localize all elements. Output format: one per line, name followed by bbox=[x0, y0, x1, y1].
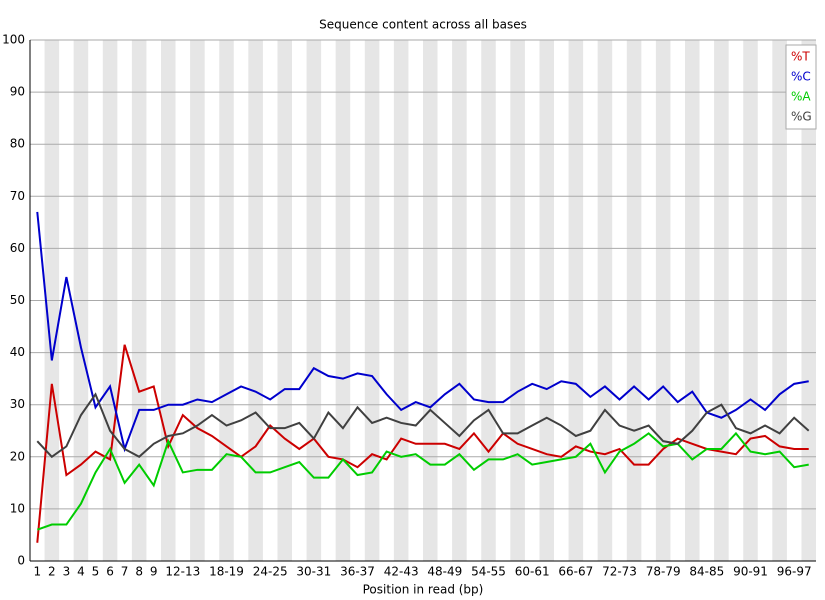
x-tick-label: 54-55 bbox=[471, 565, 506, 579]
y-tick-label: 0 bbox=[17, 554, 25, 568]
x-tick-label: 3 bbox=[63, 565, 71, 579]
x-axis-label: Position in read (bp) bbox=[363, 583, 484, 597]
series-line bbox=[36, 211, 809, 453]
legend-entry: %A bbox=[791, 90, 811, 104]
x-tick-label: 12-13 bbox=[165, 565, 200, 579]
x-tick-label: 1 bbox=[33, 565, 41, 579]
series-line bbox=[36, 431, 809, 531]
y-tick-label: 20 bbox=[10, 449, 25, 463]
legend-entry: %T bbox=[791, 50, 810, 64]
y-tick-label: 80 bbox=[10, 137, 25, 151]
x-tick-label: 72-73 bbox=[602, 565, 637, 579]
x-tick-label: 36-37 bbox=[340, 565, 375, 579]
x-tick-label: 42-43 bbox=[384, 565, 419, 579]
x-tick-label: 60-61 bbox=[515, 565, 550, 579]
x-tick-label: 9 bbox=[150, 565, 158, 579]
x-tick-label: 5 bbox=[92, 565, 100, 579]
x-tick-label: 18-19 bbox=[209, 565, 244, 579]
series-line bbox=[36, 392, 810, 459]
x-tick-label: 84-85 bbox=[689, 565, 724, 579]
y-tick-label: 10 bbox=[10, 501, 25, 515]
y-tick-label: 60 bbox=[10, 241, 25, 255]
x-tick-label: 48-49 bbox=[427, 565, 462, 579]
y-tick-label: 30 bbox=[10, 397, 25, 411]
x-tick-label: 2 bbox=[48, 565, 56, 579]
legend-entry: %G bbox=[791, 110, 812, 124]
x-tick-label: 24-25 bbox=[253, 565, 288, 579]
y-tick-label: 100 bbox=[2, 33, 25, 47]
x-tick-label: 96-97 bbox=[777, 565, 812, 579]
y-tick-label: 50 bbox=[10, 293, 25, 307]
x-tick-label: 30-31 bbox=[296, 565, 331, 579]
x-tick-label: 90-91 bbox=[733, 565, 768, 579]
x-tick-label: 8 bbox=[135, 565, 143, 579]
legend-box bbox=[785, 44, 817, 130]
y-tick-label: 90 bbox=[10, 85, 25, 99]
legend-entry: %C bbox=[791, 70, 811, 84]
y-tick-label: 70 bbox=[10, 189, 25, 203]
chart-title: Sequence content across all bases bbox=[319, 18, 527, 32]
x-tick-label: 6 bbox=[106, 565, 114, 579]
x-tick-label: 66-67 bbox=[558, 565, 593, 579]
x-tick-label: 4 bbox=[77, 565, 85, 579]
y-tick-label: 40 bbox=[10, 345, 25, 359]
x-tick-label: 78-79 bbox=[646, 565, 681, 579]
x-tick-label: 7 bbox=[121, 565, 129, 579]
